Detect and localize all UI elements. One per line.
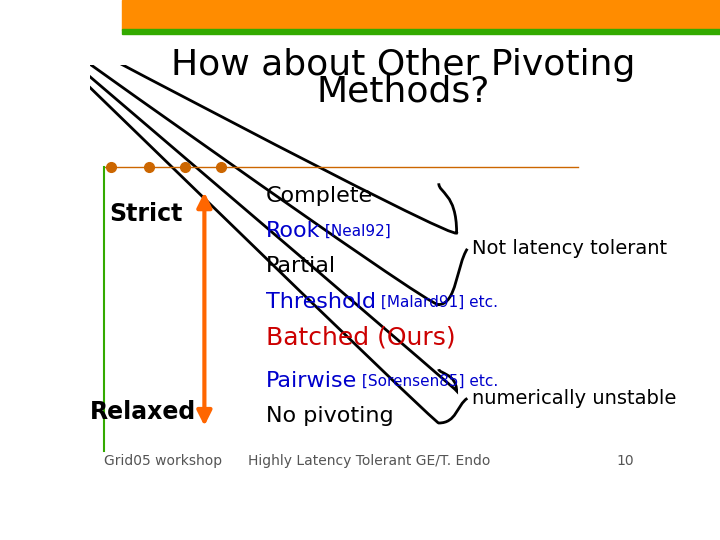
Text: [Sorensen85] etc.: [Sorensen85] etc. <box>357 373 498 388</box>
Text: Partial: Partial <box>266 256 336 276</box>
Text: [Neal92]: [Neal92] <box>320 224 391 239</box>
Text: Highly Latency Tolerant GE/T. Endo: Highly Latency Tolerant GE/T. Endo <box>248 454 490 468</box>
Text: Strict: Strict <box>109 202 182 226</box>
Bar <box>122 29 720 34</box>
Bar <box>122 0 720 30</box>
Text: numerically unstable: numerically unstable <box>472 389 677 408</box>
Text: Complete: Complete <box>266 186 373 206</box>
Text: Rook: Rook <box>266 221 320 241</box>
Text: How about Other Pivoting: How about Other Pivoting <box>171 48 635 82</box>
Text: 10: 10 <box>616 454 634 468</box>
Text: Relaxed: Relaxed <box>90 400 196 424</box>
Text: Grid05 workshop: Grid05 workshop <box>104 454 222 468</box>
Text: Not latency tolerant: Not latency tolerant <box>472 239 667 258</box>
Text: Batched (Ours): Batched (Ours) <box>266 325 455 349</box>
Text: Pairwise: Pairwise <box>266 371 357 391</box>
Text: Threshold: Threshold <box>266 292 376 312</box>
Text: [Malard91] etc.: [Malard91] etc. <box>376 294 498 309</box>
Text: No pivoting: No pivoting <box>266 406 393 426</box>
Text: Methods?: Methods? <box>317 75 490 109</box>
